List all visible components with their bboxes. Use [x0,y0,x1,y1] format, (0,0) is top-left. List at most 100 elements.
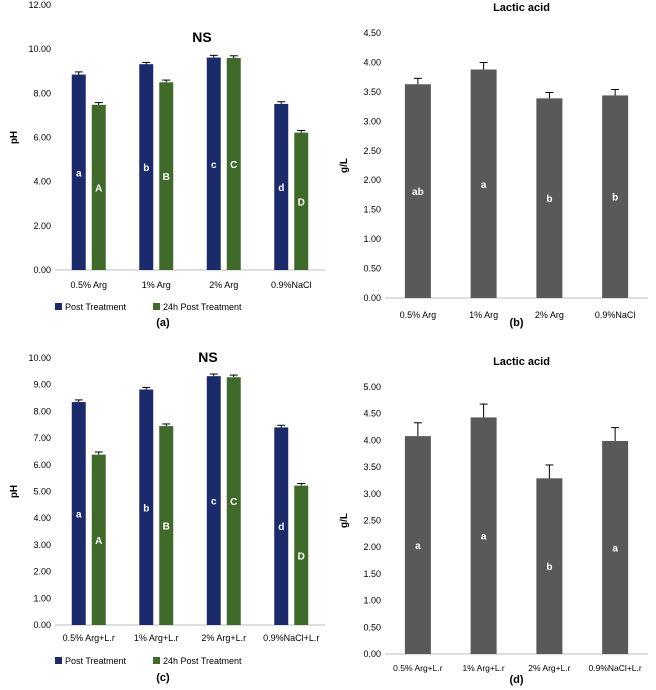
chart-title: Lactic acid [493,2,550,14]
bar [226,58,241,270]
legend: Post Treatment 24h Post Treatment [55,656,242,666]
panel-label: (c) [156,672,170,684]
bar [536,98,563,298]
bar [159,426,174,625]
significance-letter: b [143,503,149,514]
y-tick-label: 3.00 [363,489,381,499]
x-tick-label: 1% Arg+L.r [134,633,179,643]
y-axis-label: pH [9,131,20,144]
legend-swatch [153,303,160,310]
y-tick-label: 6.00 [33,133,51,143]
bar [139,389,154,625]
y-tick-label: 0.00 [33,265,51,275]
legend: Post Treatment 24h Post Treatment [55,302,242,312]
x-tick-label: 0.5% Arg [400,310,437,320]
significance-letter: b [143,163,149,174]
bar [536,478,563,654]
y-tick-label: 3.00 [33,540,51,550]
bar [91,104,106,270]
y-tick-label: 1.00 [363,234,381,244]
y-tick-label: 8.00 [33,88,51,98]
y-tick-label: 4.50 [363,28,381,38]
y-tick-label: 10.00 [28,44,51,54]
x-tick-label: 1% Arg [142,280,171,290]
y-tick-label: 6.00 [33,460,51,470]
significance-letter: D [298,197,305,208]
significance-letter: B [163,172,170,183]
bar [294,132,309,270]
bar [602,95,629,298]
legend-label: 24h Post Treatment [163,656,242,666]
bar [71,402,86,625]
significance-letter: d [278,522,284,533]
significance-letter: a [76,168,82,179]
y-tick-label: 2.00 [363,175,381,185]
significance-letter: a [481,180,487,191]
significance-letter: A [95,183,102,194]
x-tick-label: 1% Arg+L.r [462,663,504,673]
legend-label: Post Treatment [65,656,127,666]
significance-letter: C [230,160,237,171]
bar [139,64,154,270]
significance-letter: a [415,541,421,552]
significance-letter: ab [412,187,424,198]
significance-letter: b [612,193,618,204]
y-tick-label: 12.00 [28,0,51,10]
bar [71,74,86,270]
bar [274,103,289,270]
y-tick-label: 0.00 [363,649,381,659]
y-tick-label: 3.50 [363,462,381,472]
bar [294,485,309,625]
y-tick-label: 4.00 [33,177,51,187]
y-tick-label: 4.00 [363,435,381,445]
significance-letter: a [76,510,82,521]
bar [602,440,629,654]
x-tick-label: 2% Arg [535,310,564,320]
bar [206,376,221,625]
x-tick-label: 0.5% Arg [70,280,107,290]
bar [404,436,431,654]
y-tick-label: 2.50 [363,516,381,526]
bar [470,417,497,654]
significance-letter: b [546,194,552,205]
chart-panel-c: 0.00 1.00 2.00 3.00 4.00 5.00 6.00 7.00 8.00 9.00… [9,349,325,684]
y-tick-label: 1.50 [363,205,381,215]
y-tick-label: 0.50 [363,264,381,274]
bar [91,454,106,625]
y-axis-label: g/L [339,513,350,528]
legend-label: Post Treatment [65,302,127,312]
chart-title: NS [192,29,211,45]
y-tick-label: 5.00 [363,382,381,392]
x-tick-label: 0.5% Arg+L.r [63,633,115,643]
y-axis-label: g/L [339,158,350,173]
y-tick-label: 2.50 [363,146,381,156]
y-tick-label: 5.00 [33,487,51,497]
chart-panel-a: 0.00 2.00 4.00 6.00 8.00 10.00 12.00 pH NS 0.5% A… [9,0,325,329]
significance-letter: a [612,543,618,554]
significance-letter: C [230,497,237,508]
significance-letter: d [278,183,284,194]
panel-label: (b) [509,317,523,329]
legend-swatch [55,303,62,310]
y-tick-label: 3.50 [363,87,381,97]
y-tick-label: 2.00 [363,542,381,552]
y-tick-label: 9.00 [33,380,51,390]
bar [206,57,221,270]
x-tick-label: 0.9%NaCl [595,310,636,320]
y-tick-label: 4.00 [33,513,51,523]
y-tick-label: 4.50 [363,409,381,419]
bar [404,84,431,298]
y-tick-label: 0.50 [363,622,381,632]
x-tick-label: 0.5% Arg+L.r [393,663,443,673]
legend-label: 24h Post Treatment [163,302,242,312]
y-tick-label: 0.00 [33,620,51,630]
y-tick-label: 1.00 [363,596,381,606]
bar [226,377,241,625]
significance-letter: a [481,532,487,543]
x-tick-label: 2% Arg [209,280,238,290]
legend-swatch [153,657,160,664]
x-tick-label: 0.9%NaCl+L.r [589,663,642,673]
y-axis-label: pH [9,485,20,498]
significance-letter: D [298,551,305,562]
significance-letter: c [211,160,217,171]
